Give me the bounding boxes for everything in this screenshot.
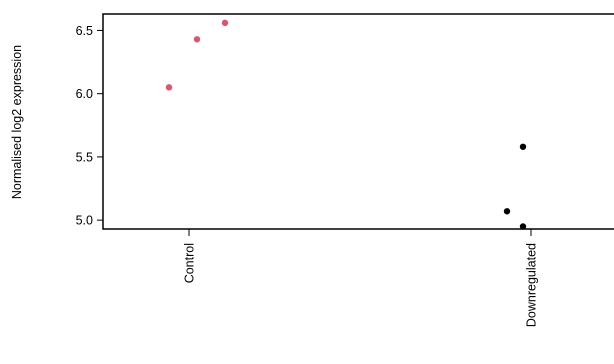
axes-layer: 5.0 5.5 6.0 6.5 Control Downregulated [76,13,614,327]
data-point [193,36,201,43]
data-point [221,19,229,27]
y-axis-title: Normalised log2 expression [10,45,24,199]
y-tick-label: 5.5 [76,150,93,164]
y-tick-label: 6.5 [76,24,93,38]
y-tick-label: 5.0 [76,214,93,228]
data-point [519,223,527,230]
plot-frame [102,13,614,230]
data-point [165,84,173,91]
x-tick-label: Control [183,243,197,283]
y-tick-label: 6.0 [76,87,93,101]
points-layer [165,19,527,230]
data-point [519,143,527,150]
x-tick-label: Downregulated [525,243,539,327]
data-point [503,208,511,215]
